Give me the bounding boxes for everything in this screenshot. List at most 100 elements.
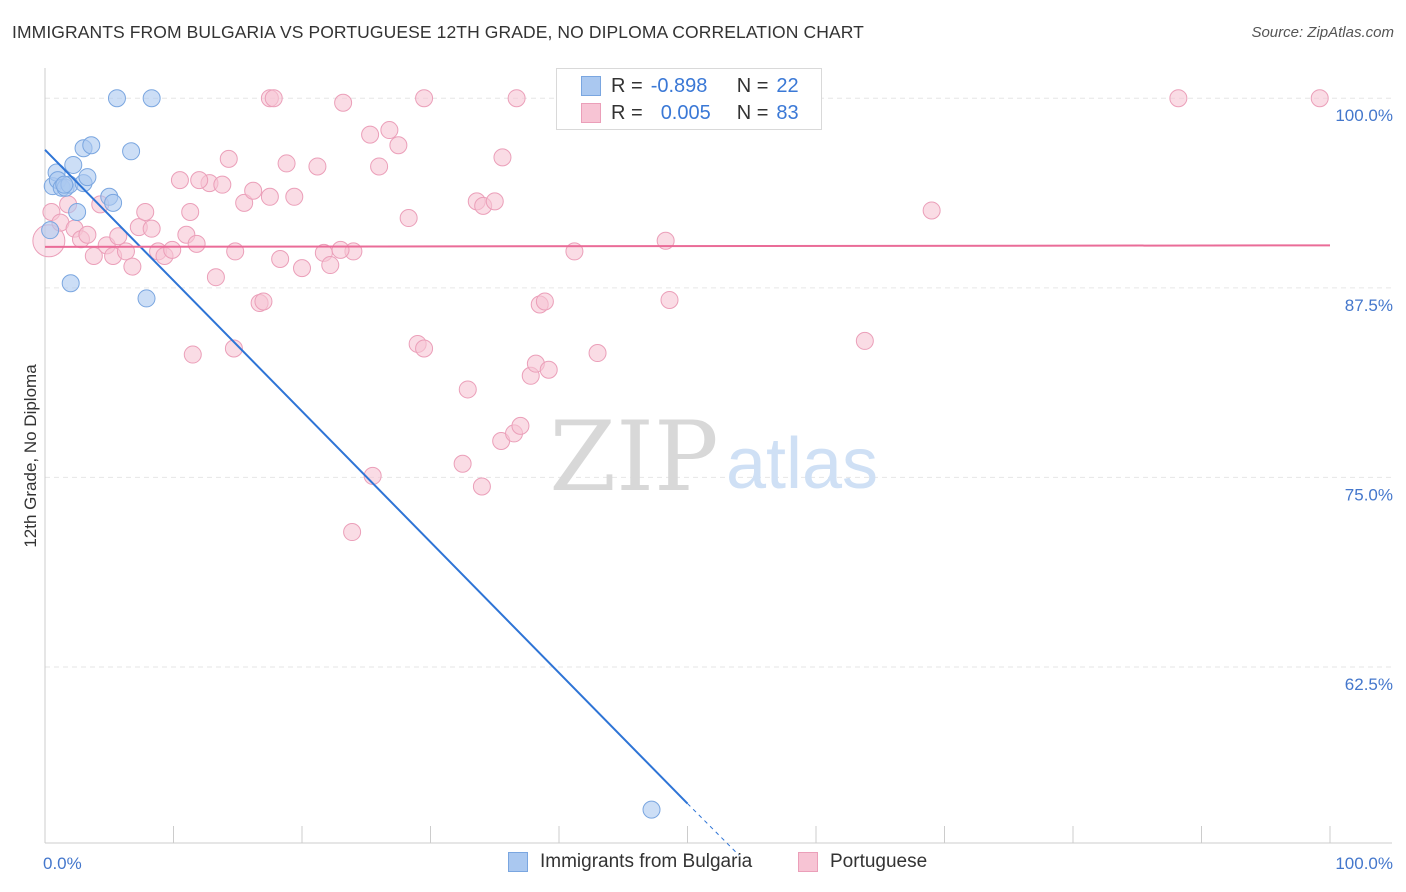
point-portuguese — [224, 339, 243, 358]
point-portuguese — [453, 454, 472, 473]
point-portuguese — [308, 157, 327, 176]
point-portuguese — [183, 345, 202, 364]
legend-swatch-blue — [581, 76, 601, 96]
point-bulgaria — [642, 800, 661, 819]
r-label: R = — [611, 74, 643, 97]
point-portuguese — [507, 89, 526, 108]
legend-swatch-pink — [581, 103, 601, 123]
point-portuguese — [163, 240, 182, 259]
point-portuguese — [187, 234, 206, 253]
legend-label-portuguese: Portuguese — [830, 851, 928, 872]
point-portuguese — [458, 380, 477, 399]
point-portuguese — [78, 225, 97, 244]
point-portuguese — [1169, 89, 1188, 108]
point-bulgaria — [55, 175, 74, 194]
point-portuguese — [264, 89, 283, 108]
x-tick-label: 100.0% — [1335, 854, 1393, 873]
point-portuguese — [235, 193, 254, 212]
point-portuguese — [277, 154, 296, 173]
point-portuguese — [415, 89, 434, 108]
point-portuguese — [656, 231, 675, 250]
point-portuguese — [254, 292, 273, 311]
stats-legend: R = -0.898 N = 22 R = 0.005 N = 83 — [556, 68, 822, 130]
point-portuguese — [293, 259, 311, 278]
r-label: R = — [611, 101, 643, 124]
y-tick-label: 87.5% — [1345, 296, 1393, 315]
n-label: N = — [736, 74, 769, 97]
x-tick-label: 0.0% — [43, 854, 82, 873]
scatter-points — [32, 89, 1329, 819]
point-portuguese — [123, 257, 142, 276]
y-axis-label: 12th Grade, No Diploma — [21, 364, 40, 548]
y-tick-label: 75.0% — [1345, 485, 1393, 504]
watermark-atlas: atlas — [726, 424, 878, 504]
point-bulgaria — [142, 89, 161, 108]
trend-line-bulgaria-extension — [687, 803, 740, 856]
n-value-bulgaria: 22 — [776, 74, 799, 97]
chart-title: IMMIGRANTS FROM BULGARIA VS PORTUGUESE 1… — [12, 22, 864, 42]
point-portuguese — [109, 227, 128, 246]
legend-label-bulgaria: Immigrants from Bulgaria — [540, 851, 753, 872]
point-portuguese — [116, 242, 135, 261]
stats-row-bulgaria: R = -0.898 N = 22 — [581, 73, 799, 99]
point-portuguese — [226, 242, 245, 261]
point-portuguese — [285, 187, 304, 206]
point-bulgaria — [64, 155, 83, 174]
point-portuguese — [331, 240, 350, 259]
point-portuguese — [142, 219, 161, 238]
point-portuguese — [190, 171, 209, 190]
point-portuguese — [399, 209, 418, 228]
y-tick-label: 62.5% — [1345, 675, 1393, 694]
point-portuguese — [511, 416, 530, 435]
point-portuguese — [472, 477, 491, 496]
legend-item-portuguese[interactable]: Portuguese — [798, 851, 927, 873]
n-label: N = — [736, 101, 769, 124]
point-portuguese — [136, 202, 155, 221]
point-bulgaria — [41, 221, 60, 240]
point-portuguese — [539, 360, 558, 379]
point-bulgaria — [104, 193, 123, 212]
point-portuguese — [535, 292, 554, 311]
grid-lines — [45, 97, 1392, 668]
point-portuguese — [855, 331, 874, 350]
point-portuguese — [321, 256, 340, 275]
point-portuguese — [213, 175, 232, 194]
r-value-bulgaria: -0.898 — [650, 74, 708, 97]
y-tick-label: 100.0% — [1335, 106, 1393, 125]
point-portuguese — [181, 202, 200, 221]
trend-line-bulgaria — [44, 149, 689, 805]
point-portuguese — [260, 187, 279, 206]
point-bulgaria — [78, 168, 97, 187]
trend-line-portuguese — [44, 244, 1331, 248]
point-portuguese — [361, 125, 380, 144]
trend-lines — [44, 149, 1331, 856]
legend-swatch-blue — [508, 852, 528, 872]
r-value-portuguese: 0.005 — [660, 101, 711, 124]
axes — [44, 68, 1392, 844]
point-bulgaria — [107, 89, 126, 108]
point-bulgaria — [61, 274, 80, 293]
source-label: Source: ZipAtlas.com — [1251, 24, 1394, 41]
tick-labels: 62.5% 75.0% 87.5% 100.0% 0.0% 100.0% — [43, 106, 1393, 873]
point-portuguese — [370, 157, 389, 176]
legend-swatch-pink — [798, 852, 818, 872]
point-bulgaria — [137, 289, 156, 308]
point-bulgaria — [82, 136, 101, 155]
point-portuguese — [343, 523, 362, 542]
point-portuguese — [206, 268, 225, 287]
legend-item-bulgaria[interactable]: Immigrants from Bulgaria — [508, 851, 752, 873]
point-portuguese — [219, 149, 238, 168]
point-portuguese — [170, 171, 189, 190]
n-value-portuguese: 83 — [776, 101, 799, 124]
point-portuguese — [660, 290, 679, 309]
point-portuguese — [380, 121, 399, 140]
point-portuguese — [1310, 89, 1329, 108]
point-bulgaria — [122, 142, 141, 161]
point-portuguese — [244, 181, 263, 200]
point-portuguese — [389, 136, 408, 155]
stats-row-portuguese: R = 0.005 N = 83 — [581, 100, 799, 126]
point-bulgaria — [68, 202, 87, 221]
point-portuguese — [922, 201, 941, 220]
point-portuguese — [271, 249, 290, 268]
